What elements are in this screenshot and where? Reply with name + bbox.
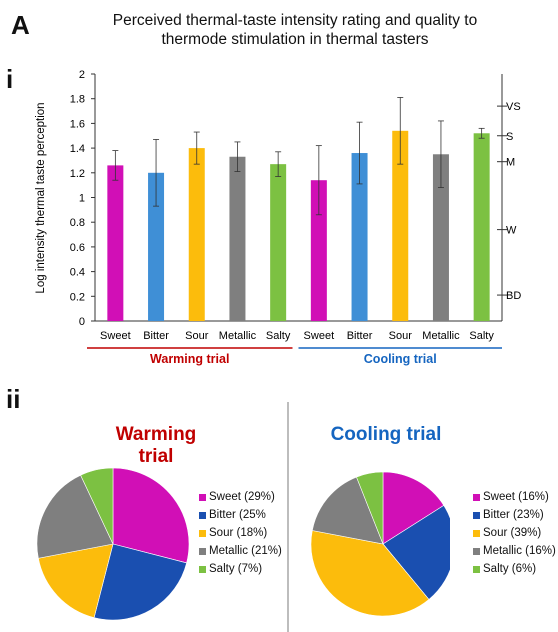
figure-title-line2: thermode stimulation in thermal tasters (161, 31, 429, 48)
x-tick-label: Metallic (422, 330, 460, 342)
x-tick-label: Bitter (143, 330, 169, 342)
pie-slice (80, 467, 114, 545)
x-tick-label: Sour (389, 330, 413, 342)
warming-pie-chart (36, 467, 190, 621)
right-axis-label: VS (506, 101, 521, 113)
legend-swatch (473, 511, 480, 519)
group-label: Warming trial (150, 352, 229, 366)
right-axis-label: M (506, 157, 515, 169)
legend-swatch (199, 547, 206, 555)
bar (229, 156, 246, 321)
pie-slice (382, 471, 445, 545)
legend-swatch (199, 511, 206, 519)
legend-swatch (473, 529, 480, 537)
x-tick-label: Bitter (347, 330, 373, 342)
y-tick-label: 1.8 (70, 94, 85, 106)
bar-chart: 0 0.2 0.4 0.6 0.8 1 1.2 1.4 1.6 1.8 2 VS S M W BD Sweet… (35, 69, 521, 366)
y-tick-label: 0.8 (70, 217, 85, 229)
legend-label: Sour (39%) (483, 527, 542, 539)
bar (473, 133, 490, 321)
x-tick-label: Salty (469, 330, 494, 342)
cooling-pie-chart (310, 471, 450, 617)
right-axis-label: W (506, 225, 517, 237)
y-tick-label: 0 (79, 316, 85, 328)
y-tick-label: 1 (79, 193, 85, 205)
bar (270, 164, 287, 321)
legend-item: Sweet (16%) (473, 491, 549, 503)
legend-item: Sour (39%) (473, 527, 541, 539)
pie-slice (356, 471, 384, 545)
bar (351, 153, 368, 321)
legend-item: Sweet (29%) (199, 491, 275, 503)
pie-divider (287, 402, 289, 632)
figure-title-line1: Perceived thermal-taste intensity rating… (112, 12, 478, 29)
y-tick-label: 1.2 (70, 168, 85, 180)
legend-label: Metallic (16%) (483, 545, 556, 557)
right-axis-label: S (506, 131, 513, 143)
legend-item: Metallic (21%) (199, 545, 282, 557)
pie-slice (382, 505, 450, 600)
pie-slice (36, 474, 114, 559)
pie-slice (311, 476, 384, 545)
pie-slice (93, 543, 187, 621)
legend-item: Salty (6%) (473, 563, 536, 575)
y-tick-label: 2 (79, 69, 85, 81)
pie-slice (310, 530, 430, 617)
legend-item: Bitter (23%) (473, 509, 544, 521)
bar (310, 180, 327, 321)
y-axis-label: Log intensity thermal taste perception (35, 102, 47, 293)
y-tick-label: 1.4 (70, 143, 85, 155)
pie-slice (112, 467, 190, 564)
legend-swatch (199, 565, 206, 573)
legend-label: Bitter (23%) (483, 509, 544, 521)
cooling-pie-title: Cooling trial (330, 424, 442, 445)
legend-swatch (473, 493, 480, 501)
legend-item: Salty (7%) (199, 563, 262, 575)
legend-label: Metallic (21%) (209, 545, 282, 557)
right-axis-label: BD (506, 290, 521, 302)
legend-label: Bitter (25% (209, 509, 266, 521)
legend-item: Bitter (25% (199, 509, 266, 521)
group-label: Cooling trial (364, 352, 437, 366)
subpanel-label-ii: ii (6, 384, 21, 414)
pie-slice (37, 543, 114, 618)
legend-label: Salty (6%) (483, 563, 537, 575)
legend-item: Metallic (16%) (473, 545, 556, 557)
y-tick-label: 0.4 (70, 267, 85, 279)
bar (392, 130, 409, 321)
y-tick-label: 0.2 (70, 291, 85, 303)
legend-label: Sweet (29%) (209, 491, 275, 503)
x-tick-label: Sweet (100, 330, 131, 342)
bar (188, 148, 205, 321)
x-tick-label: Metallic (219, 330, 257, 342)
legend-label: Salty (7%) (209, 563, 263, 575)
bar (148, 172, 165, 321)
legend-item: Sour (18%) (199, 527, 267, 539)
bar (432, 154, 449, 321)
warming-pie-title: Warming trial (115, 424, 197, 467)
bar (107, 165, 124, 321)
legend-swatch (199, 493, 206, 501)
legend-label: Sweet (16%) (483, 491, 549, 503)
panel-label: A (11, 10, 30, 40)
x-tick-label: Salty (266, 330, 291, 342)
y-tick-label: 1.6 (70, 118, 85, 130)
legend-swatch (473, 547, 480, 555)
y-tick-label: 0.6 (70, 242, 85, 254)
legend-swatch (199, 529, 206, 537)
x-tick-label: Sweet (304, 330, 335, 342)
figure-title: Perceived thermal-taste intensity rating… (60, 11, 530, 49)
x-tick-label: Sour (185, 330, 209, 342)
legend-swatch (473, 565, 480, 573)
subpanel-label-i: i (6, 64, 14, 94)
legend-label: Sour (18%) (209, 527, 268, 539)
